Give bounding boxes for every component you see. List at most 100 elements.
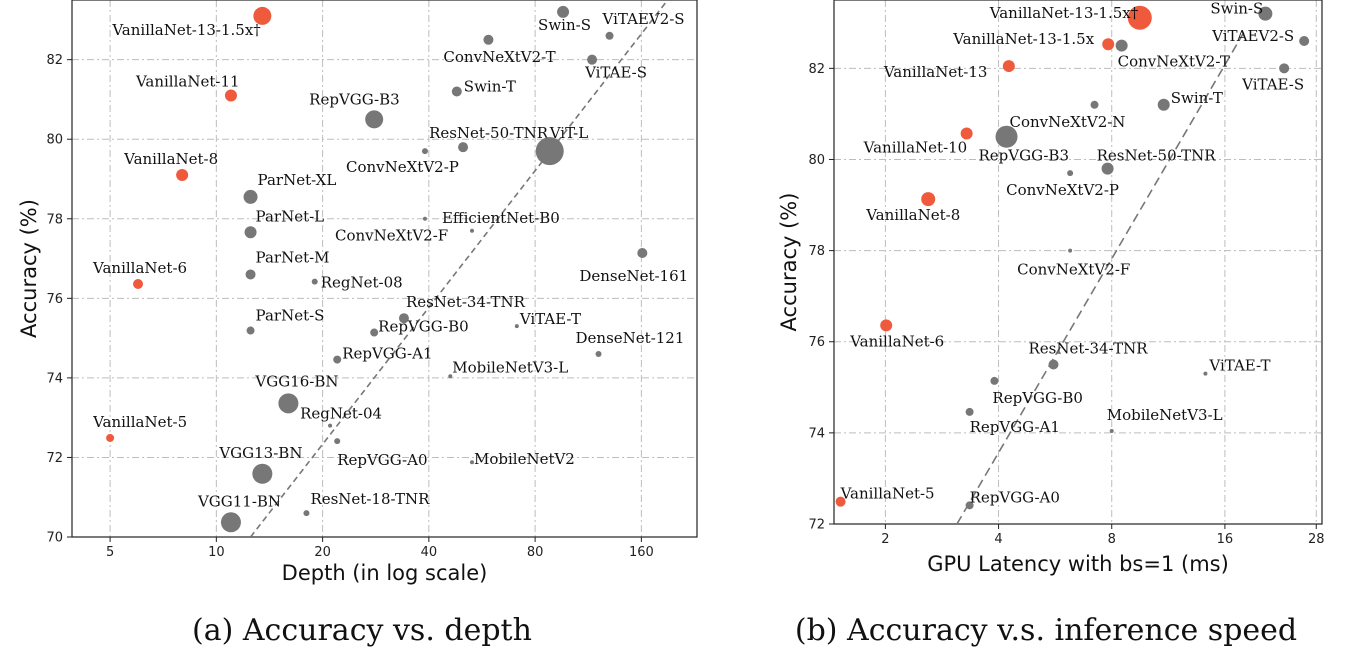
data-point [311, 278, 318, 285]
data-point [483, 34, 494, 45]
data-point [176, 169, 189, 182]
point-label: VanillaNet-13-1.5x† [989, 4, 1139, 22]
point-label: Swin-S [1210, 0, 1263, 18]
data-point [637, 247, 648, 258]
x-tick-label: 28 [1308, 532, 1325, 547]
data-point [303, 510, 310, 517]
point-label: RepVGG-A0 [337, 451, 427, 469]
data-point [252, 463, 273, 484]
data-point [1258, 6, 1273, 21]
data-point [1002, 60, 1015, 73]
data-point [1115, 39, 1128, 52]
point-label: ResNet-50-TNR [429, 124, 549, 142]
point-label: VanillaNet-13-1.5x [952, 30, 1095, 48]
point-label: ResNet-34-TNR [1028, 340, 1148, 358]
data-point [1102, 38, 1115, 51]
point-label: RegNet-04 [300, 405, 382, 423]
point-label: ConvNeXtV2-P [346, 158, 459, 176]
point-label: EfficientNet-B0 [442, 209, 560, 227]
data-point [1101, 162, 1114, 175]
y-tick-label: 78 [46, 212, 63, 227]
data-point [334, 438, 341, 445]
point-label: VanillaNet-6 [92, 259, 187, 277]
data-point [458, 142, 469, 153]
data-point [365, 110, 384, 129]
data-point [965, 407, 974, 416]
data-point [133, 279, 144, 290]
caption-a: (a) Accuracy vs. depth [192, 613, 532, 648]
plot-frame [833, 0, 1323, 525]
point-label: VGG11-BN [197, 492, 281, 510]
data-point [1157, 98, 1170, 111]
data-point [1090, 100, 1099, 109]
point-label: ViTAE-S [1241, 75, 1304, 93]
point-label: ViTAE-T [519, 310, 581, 328]
point-label: Swin-S [538, 16, 591, 34]
y-tick-label: 80 [46, 133, 63, 148]
point-label: RepVGG-B3 [979, 147, 1069, 165]
data-point [880, 319, 893, 332]
x-tick-label: 8 [1108, 532, 1116, 547]
x-tick-label: 40 [421, 545, 438, 560]
point-label: ViTAEV2-S [602, 10, 685, 28]
point-label: VanillaNet-5 [92, 413, 187, 431]
data-point [106, 433, 115, 442]
plot-frame [71, 0, 698, 538]
data-point [1279, 63, 1290, 74]
point-label: ResNet-50-TNR [1097, 147, 1217, 165]
data-point [1067, 170, 1074, 177]
data-point [220, 512, 241, 533]
data-point [587, 54, 598, 65]
y-axis-label: Accuracy (%) [777, 193, 801, 332]
point-label: RepVGG-A1 [970, 418, 1060, 436]
x-tick-label: 2 [881, 532, 889, 547]
point-label: Swin-T [464, 77, 516, 95]
data-point [224, 89, 237, 102]
data-point [595, 351, 602, 358]
data-point [246, 326, 255, 335]
data-point [535, 137, 564, 166]
x-tick-label: 5 [106, 545, 114, 560]
point-label: ViTAEV2-S [1211, 27, 1294, 45]
point-label: ViTAE-S [584, 64, 647, 82]
data-point [422, 216, 427, 221]
data-point [921, 192, 936, 207]
point-label: VanillaNet-11 [135, 72, 240, 90]
trend-line [956, 31, 1245, 524]
data-point [244, 226, 257, 239]
point-label: RepVGG-A1 [342, 345, 432, 363]
data-point [1127, 5, 1152, 30]
data-point [370, 328, 379, 337]
y-tick-label: 82 [46, 53, 63, 68]
data-point [995, 125, 1018, 148]
point-label: ConvNeXtV2-T [1118, 53, 1230, 71]
point-label: VanillaNet-13 [883, 63, 988, 81]
data-point [253, 6, 272, 25]
data-point [605, 31, 614, 40]
point-label: RepVGG-A0 [970, 488, 1060, 506]
trend-line [249, 0, 669, 537]
panel-a-accuracy-vs-depth: 5 10 20 40 80 160 70 72 74 76 78 80 82 VanillaNet-13-… [17, 0, 698, 585]
data-point [1109, 429, 1114, 434]
point-label: ConvNeXtV2-F [335, 227, 448, 245]
y-tick-label: 82 [808, 62, 825, 77]
y-axis-label: Accuracy (%) [17, 199, 41, 338]
data-point [448, 374, 453, 379]
data-point [278, 393, 299, 414]
y-tick-label: 80 [808, 153, 825, 168]
data-point [1048, 359, 1059, 370]
y-tick-label: 74 [46, 371, 63, 386]
point-label: Swin-T [1171, 89, 1223, 107]
data-point [990, 376, 999, 385]
point-label: DenseNet-121 [576, 329, 685, 347]
y-tick-label: 78 [808, 244, 825, 259]
point-label: VanillaNet-8 [123, 150, 218, 168]
point-label: ParNet-L [256, 207, 325, 225]
x-axis-label: Depth (in log scale) [282, 561, 488, 585]
data-point [398, 313, 409, 324]
point-label: RepVGG-B0 [992, 389, 1082, 407]
point-label: MobileNetV3-L [1107, 406, 1223, 424]
data-point [557, 5, 570, 18]
y-tick-label: 74 [808, 426, 825, 441]
